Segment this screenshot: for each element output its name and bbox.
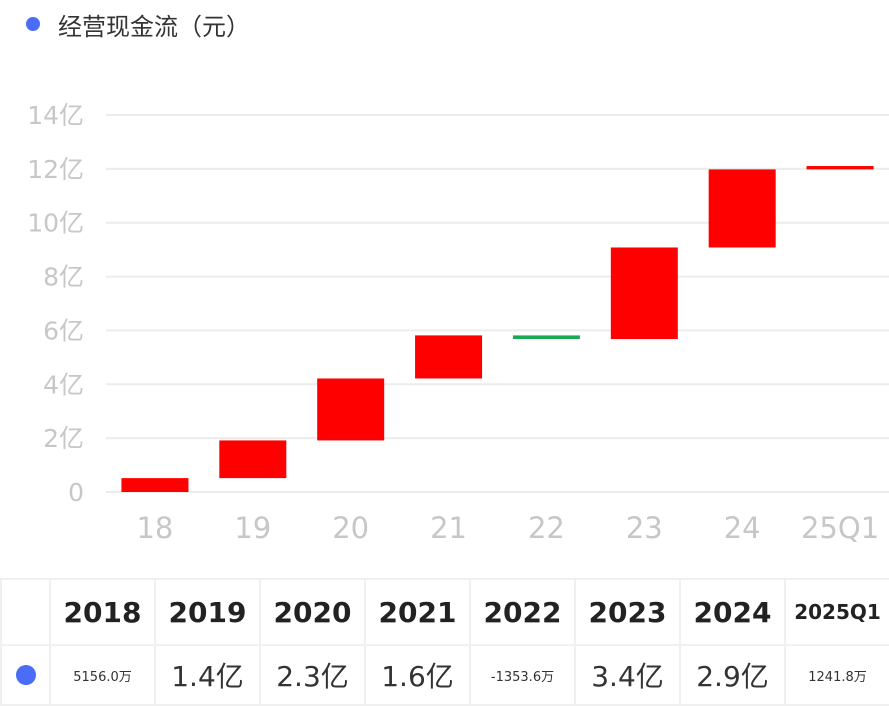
value-cell: -1353.6万 <box>469 644 576 706</box>
y-tick-label: 0 <box>68 478 84 507</box>
table-value-row: 5156.0万 1.4亿 2.3亿 1.6亿 -1353.6万 3.4亿 2.9… <box>0 644 889 706</box>
waterfall-bar <box>219 440 287 479</box>
x-tick-label: 20 <box>332 511 369 545</box>
series-marker <box>15 664 36 685</box>
year-cell: 2024 <box>679 578 786 646</box>
year-cell: 2023 <box>574 578 681 646</box>
x-tick-label: 18 <box>136 511 173 545</box>
legend-marker <box>26 17 40 31</box>
x-tick-label: 25Q1 <box>801 511 879 545</box>
value-cell: 1.4亿 <box>154 644 261 706</box>
legend-label: 经营现金流（元） <box>58 12 250 41</box>
x-tick-label: 21 <box>430 511 467 545</box>
year-cell: 2019 <box>154 578 261 646</box>
value-cell: 5156.0万 <box>49 644 156 706</box>
waterfall-bar <box>610 247 678 340</box>
y-tick-label: 2亿 <box>43 424 84 453</box>
waterfall-bar <box>121 478 189 492</box>
x-tick-label: 19 <box>234 511 271 545</box>
value-cell: 3.4亿 <box>574 644 681 706</box>
x-tick-label: 22 <box>528 511 565 545</box>
y-tick-label: 8亿 <box>43 263 84 292</box>
y-tick-label: 10亿 <box>27 209 84 238</box>
y-tick-label: 12亿 <box>27 155 84 184</box>
series-marker-cell <box>0 644 51 706</box>
y-tick-label: 6亿 <box>43 316 84 345</box>
x-tick-label: 23 <box>626 511 663 545</box>
year-cell: 2025Q1 <box>784 578 889 646</box>
data-table: 2018 2019 2020 2021 2022 2023 2024 2025Q… <box>0 578 889 706</box>
waterfall-chart: 0 2亿 4亿 6亿 8亿 10亿 12亿 14亿 18 19 20 21 22 23 24 25Q1 <box>27 101 889 545</box>
y-tick-label: 14亿 <box>27 101 84 130</box>
waterfall-bar <box>512 335 580 340</box>
waterfall-bar <box>806 166 874 170</box>
value-cell: 2.9亿 <box>679 644 786 706</box>
year-cell: 2020 <box>259 578 366 646</box>
year-cell: 2021 <box>364 578 471 646</box>
table-corner-cell <box>0 578 51 646</box>
waterfall-bar <box>708 169 776 248</box>
year-cell: 2018 <box>49 578 156 646</box>
x-tick-label: 24 <box>724 511 761 545</box>
waterfall-bar <box>415 335 483 379</box>
waterfall-bar <box>317 378 385 441</box>
value-cell: 1241.8万 <box>784 644 889 706</box>
y-tick-label: 4亿 <box>43 370 84 399</box>
year-cell: 2022 <box>469 578 576 646</box>
value-cell: 1.6亿 <box>364 644 471 706</box>
chart-legend: 经营现金流（元） <box>26 6 250 42</box>
table-header-row: 2018 2019 2020 2021 2022 2023 2024 2025Q… <box>0 578 889 646</box>
value-cell: 2.3亿 <box>259 644 366 706</box>
